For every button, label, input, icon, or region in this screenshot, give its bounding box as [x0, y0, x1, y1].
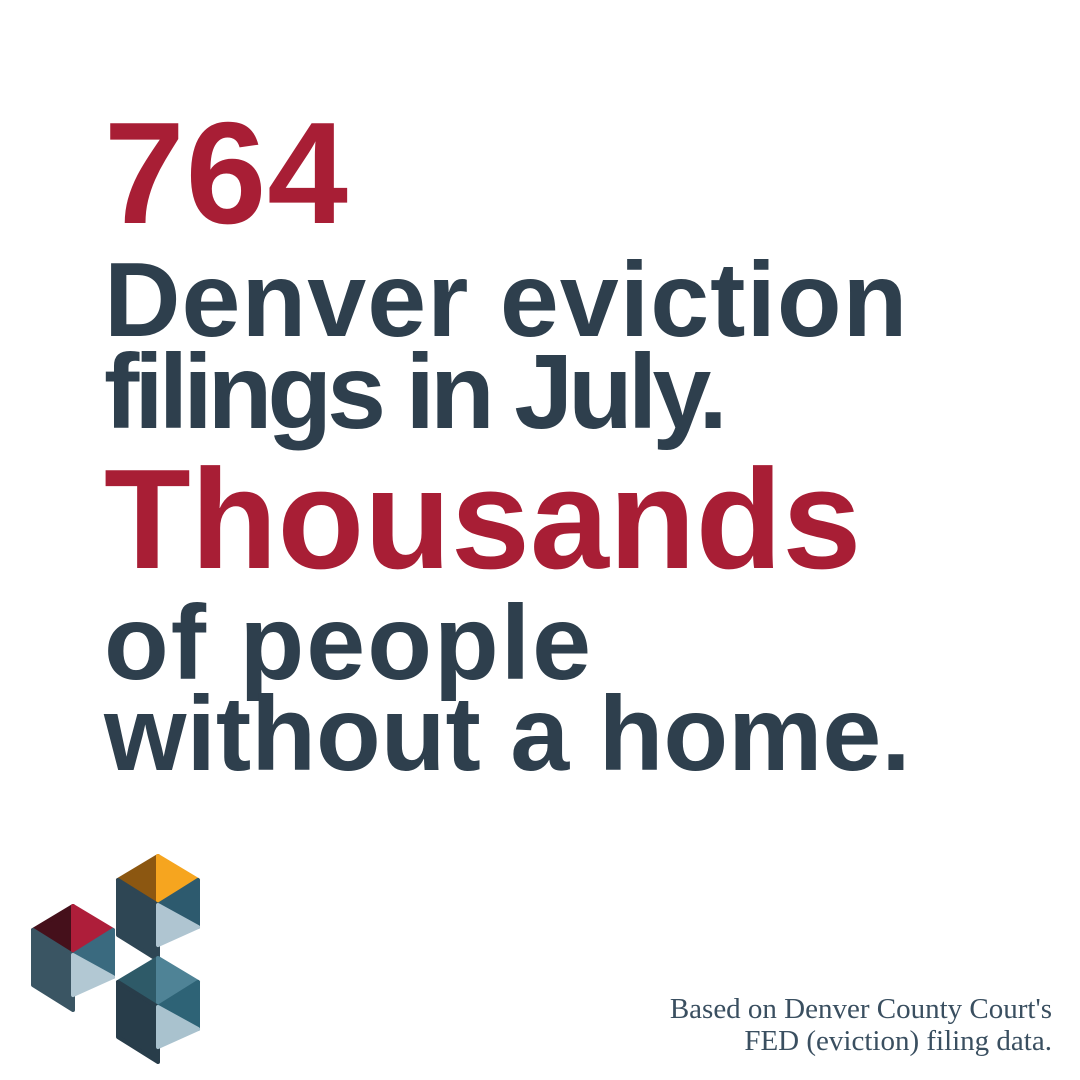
cube-face-left	[31, 928, 75, 1012]
cube-face-left	[116, 980, 160, 1064]
source-footnote-line-1: Based on Denver County Court's	[669, 993, 1052, 1025]
headline-line-3: of people	[104, 584, 594, 702]
cube-face-right-lower	[156, 1005, 200, 1049]
logo-cube-crimson	[31, 904, 115, 1012]
headline-line-1: Denver eviction	[104, 241, 909, 359]
logo-cube-orange	[116, 854, 200, 962]
headline-line-2: filings in July.	[104, 333, 728, 451]
headline-line-4: without a home.	[104, 675, 911, 793]
logo-cube-teal	[116, 956, 200, 1064]
source-footnote: Based on Denver County Court's FED (evic…	[670, 993, 1052, 1057]
emphasis-word: Thousands	[104, 440, 862, 599]
cube-face-right-lower	[156, 903, 200, 947]
stat-number: 764	[104, 92, 349, 254]
source-footnote-line-2: FED (eviction) filing data.	[744, 1025, 1052, 1057]
cubes-logo-icon	[31, 854, 200, 1064]
cube-face-right-lower	[71, 953, 115, 997]
